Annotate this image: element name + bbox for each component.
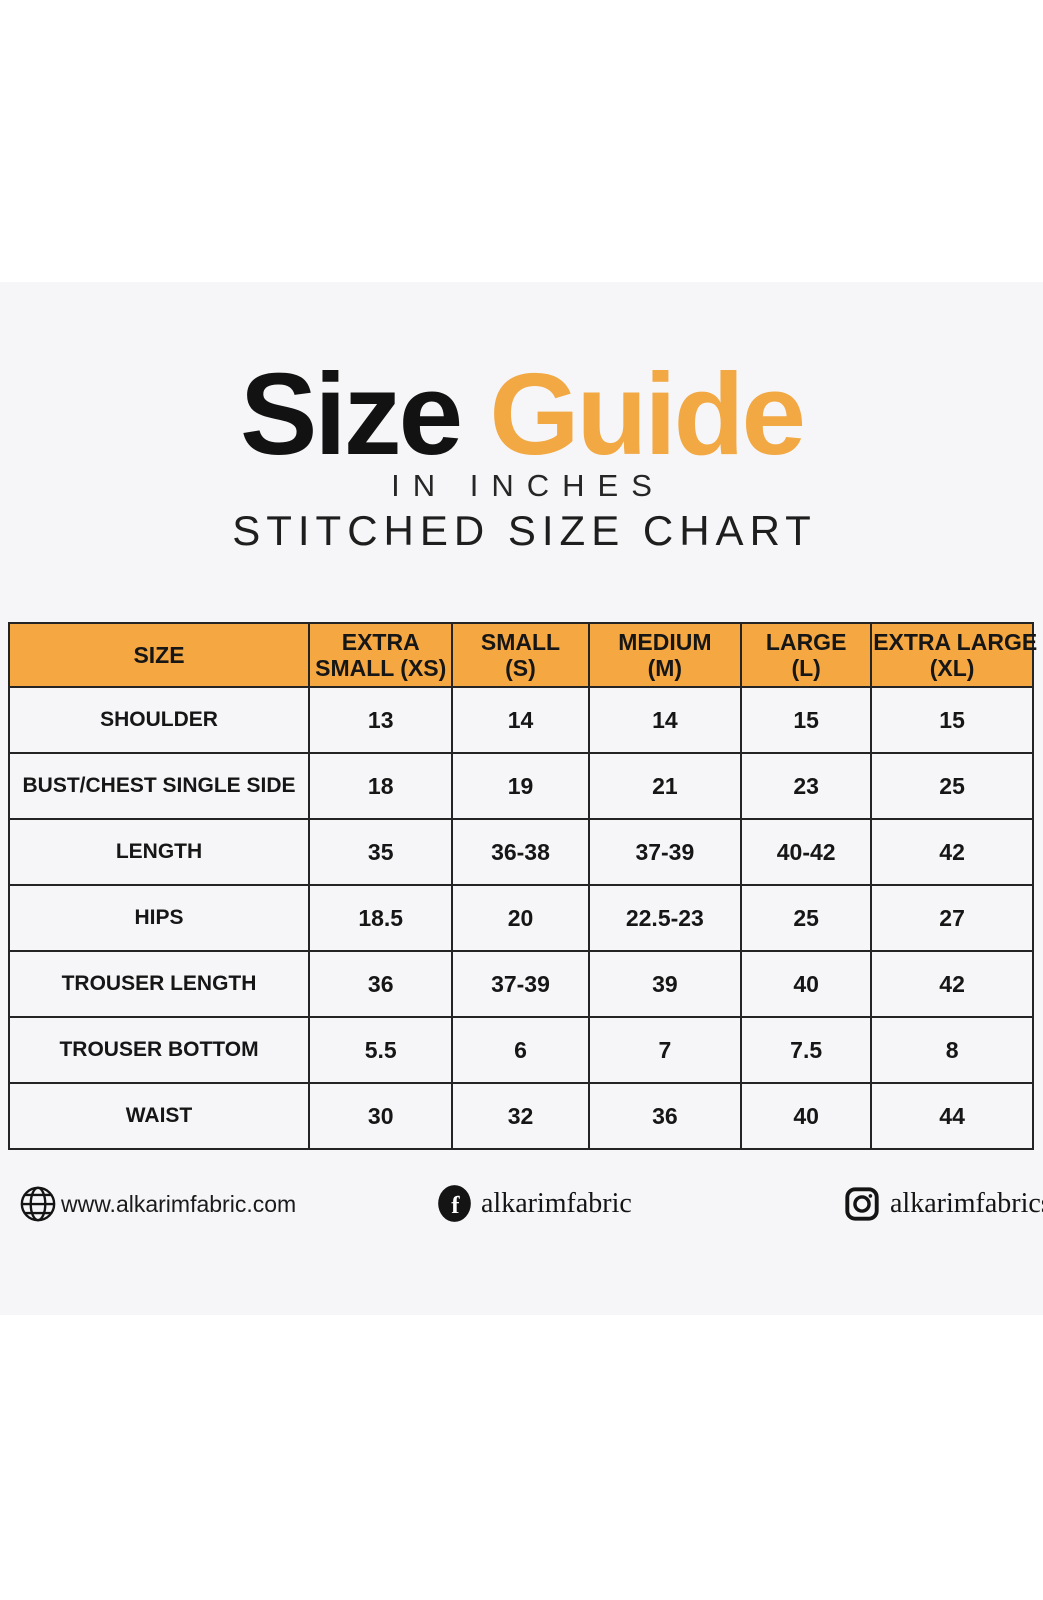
size-value-cell: 13 [308,686,454,754]
table-row: HIPS 18.5 20 22.5-23 25 27 [7,884,1034,952]
page-title: Size Guide [0,356,1043,472]
size-value-cell: 7.5 [740,1016,873,1084]
size-value-cell: 36 [587,1082,743,1150]
header-cell-line: (M) [647,655,683,681]
footer-facebook: f alkarimfabric [437,1184,632,1223]
header-cell-line: SMALL [480,628,561,655]
facebook-icon: f [437,1184,472,1223]
size-value-cell: 14 [587,686,743,754]
header-cell-col1: EXTRA SMALL (XS) [308,622,454,688]
row-label: SHOULDER [7,686,311,754]
page-title-orange-part: Guide [489,349,806,479]
size-value-cell: 15 [870,686,1034,754]
size-value-cell: 21 [587,752,743,820]
size-chart-header-row: SIZE EXTRA SMALL (XS) SMALL (S) MEDIUM (M) LARG… [7,622,1038,688]
header-cell-line: MEDIUM [618,628,712,655]
size-value-cell: 30 [308,1082,454,1150]
page-title-black-part: Size [239,349,463,479]
size-value-cell: 37-39 [451,950,590,1018]
footer-website: www.alkarimfabric.com [19,1185,296,1223]
size-value-cell: 42 [870,818,1034,886]
instagram-icon [844,1186,880,1222]
size-value-cell: 18 [308,752,454,820]
size-value-cell: 23 [740,752,873,820]
size-value-cell: 20 [451,884,590,952]
size-value-cell: 37-39 [587,818,743,886]
table-row: WAIST 30 32 36 40 44 [7,1082,1034,1150]
size-value-cell: 27 [870,884,1034,952]
row-label: LENGTH [7,818,311,886]
title-space [460,349,489,479]
header-cell-col4: LARGE (L) [740,622,873,688]
size-value-cell: 36 [308,950,454,1018]
header-cell-line: EXTRA [341,628,420,655]
footer-instagram-text: alkarimfabrics [890,1188,1043,1219]
size-value-cell: 25 [740,884,873,952]
size-value-cell: 44 [870,1082,1034,1150]
header-cell-line: (L) [791,655,821,681]
size-value-cell: 36-38 [451,818,590,886]
header-cell-line: LARGE [765,628,847,655]
size-value-cell: 39 [587,950,743,1018]
header-cell-col5: EXTRA LARGE (XL) [870,622,1038,688]
size-value-cell: 14 [451,686,590,754]
size-value-cell: 5.5 [308,1016,454,1084]
subtitle-in-inches: IN INCHES [391,468,665,503]
size-value-cell: 35 [308,818,454,886]
size-value-cell: 15 [740,686,873,754]
header-cell-line: (S) [505,655,536,681]
size-value-cell: 8 [870,1016,1034,1084]
size-value-cell: 40 [740,950,873,1018]
globe-icon [19,1185,57,1223]
header-cell-col3: MEDIUM (M) [587,622,743,688]
size-value-cell: 25 [870,752,1034,820]
row-label: WAIST [7,1082,311,1150]
row-label: TROUSER BOTTOM [7,1016,311,1084]
table-row: TROUSER LENGTH 36 37-39 39 40 42 [7,950,1034,1018]
table-row: BUST/CHEST SINGLE SIDE 18 19 21 23 25 [7,752,1034,820]
table-row: TROUSER BOTTOM 5.5 6 7 7.5 8 [7,1016,1034,1084]
header-cell-line: SMALL (XS) [315,655,447,681]
size-value-cell: 42 [870,950,1034,1018]
header-cell-line: SIZE [133,641,185,668]
table-row: LENGTH 35 36-38 37-39 40-42 42 [7,818,1034,886]
size-value-cell: 19 [451,752,590,820]
svg-text:f: f [451,1192,460,1219]
footer-instagram: alkarimfabrics [844,1186,1043,1222]
footer-facebook-text: alkarimfabric [481,1187,632,1219]
footer-website-text: www.alkarimfabric.com [61,1190,297,1217]
header-cell-line: EXTRA LARGE [873,628,1038,655]
header-cell-col2: SMALL (S) [451,622,590,688]
header-cell-size: SIZE [7,622,311,688]
row-label: TROUSER LENGTH [7,950,311,1018]
size-value-cell: 7 [587,1016,743,1084]
size-value-cell: 22.5-23 [587,884,743,952]
size-value-cell: 32 [451,1082,590,1150]
row-label: HIPS [7,884,311,952]
size-value-cell: 6 [451,1016,590,1084]
header-cell-line: (XL) [929,655,975,681]
table-row: SHOULDER 13 14 14 15 15 [7,686,1034,754]
row-label: BUST/CHEST SINGLE SIDE [7,752,311,820]
size-chart-table: SIZE EXTRA SMALL (XS) SMALL (S) MEDIUM (M) LARG… [7,622,1038,1150]
subtitle-stitched-size-chart: STITCHED SIZE CHART [232,507,817,554]
size-value-cell: 18.5 [308,884,454,952]
size-value-cell: 40-42 [740,818,873,886]
size-chart-body: SHOULDER 13 14 14 15 15 BUST/CHEST SINGLE SIDE… [7,686,1034,1150]
size-value-cell: 40 [740,1082,873,1150]
